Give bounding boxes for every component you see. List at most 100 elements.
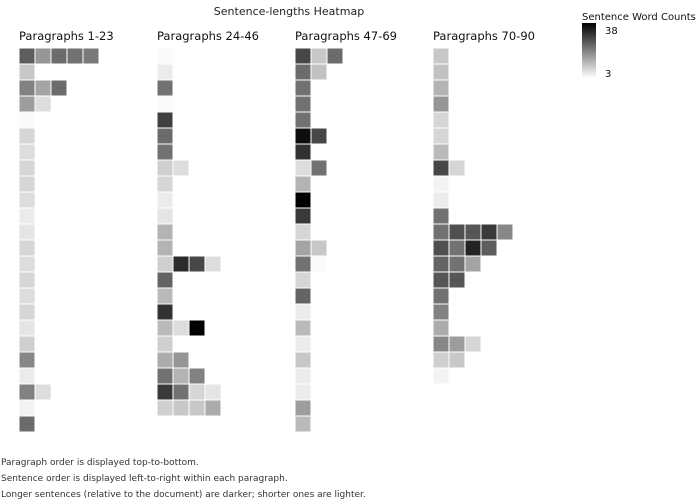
sentence-cell: [432, 127, 450, 145]
footnote-paragraph-order: Paragraph order is displayed top-to-bott…: [1, 458, 199, 468]
sentence-cell: [432, 207, 450, 225]
sentence-cell: [18, 79, 36, 97]
sentence-cell: [18, 143, 36, 161]
sentence-cell: [432, 111, 450, 129]
sentence-cell: [294, 79, 312, 97]
sentence-cell: [310, 255, 328, 273]
sentence-cell: [432, 175, 450, 193]
sentence-cell: [432, 351, 450, 369]
sentence-cell: [464, 255, 482, 273]
sentence-cell: [172, 383, 190, 401]
sentence-cell: [34, 79, 52, 97]
sentence-cell: [18, 271, 36, 289]
sentence-cell: [156, 223, 174, 241]
sentence-cell: [18, 63, 36, 81]
sentence-cell: [294, 367, 312, 385]
sentence-cell: [310, 239, 328, 257]
sentence-cell: [18, 319, 36, 337]
sentence-cell: [82, 47, 100, 65]
sentence-cell: [172, 319, 190, 337]
sentence-cell: [156, 191, 174, 209]
sentence-cell: [432, 287, 450, 305]
sentence-cell: [432, 271, 450, 289]
sentence-cell: [18, 287, 36, 305]
sentence-cell: [156, 319, 174, 337]
sentence-cell: [34, 383, 52, 401]
legend-max-label: 38: [605, 26, 618, 37]
sentence-cell: [34, 47, 52, 65]
sentence-cell: [18, 47, 36, 65]
sentence-cell: [294, 335, 312, 353]
sentence-cell: [464, 335, 482, 353]
sentence-cell: [294, 175, 312, 193]
sentence-cell: [432, 319, 450, 337]
sentence-cell: [156, 95, 174, 113]
sentence-cell: [432, 191, 450, 209]
sentence-cell: [18, 399, 36, 417]
sentence-cell: [432, 47, 450, 65]
sentence-cell: [432, 303, 450, 321]
sentence-cell: [156, 159, 174, 177]
group-title: Paragraphs 47-69: [295, 29, 397, 43]
legend-title: Sentence Word Counts: [582, 12, 696, 23]
legend-gradient-bar: [582, 23, 596, 78]
sentence-cell: [18, 351, 36, 369]
sentence-cell: [156, 79, 174, 97]
sentence-cell: [294, 47, 312, 65]
sentence-cell: [172, 255, 190, 273]
sentence-cell: [448, 223, 466, 241]
sentence-cell: [294, 191, 312, 209]
sentence-cell: [294, 255, 312, 273]
sentence-cell: [18, 383, 36, 401]
sentence-cell: [18, 95, 36, 113]
sentence-cell: [294, 239, 312, 257]
sentence-cell: [18, 415, 36, 433]
sentence-cell: [294, 415, 312, 433]
sentence-cell: [480, 223, 498, 241]
sentence-cell: [448, 255, 466, 273]
footnote-color-meaning: Longer sentences (relative to the docume…: [1, 490, 366, 500]
group-title: Paragraphs 70-90: [433, 29, 535, 43]
color-legend: Sentence Word Counts 38 3: [582, 12, 696, 80]
paragraph-group: Paragraphs 47-69: [294, 29, 397, 433]
sentence-cell: [34, 95, 52, 113]
sentence-cell: [294, 303, 312, 321]
sentence-cell: [294, 127, 312, 145]
sentence-cell: [294, 287, 312, 305]
footnotes: Paragraph order is displayed top-to-bott…: [1, 455, 366, 503]
sentence-cell: [156, 47, 174, 65]
sentence-cell: [156, 207, 174, 225]
sentence-cell: [464, 239, 482, 257]
paragraph-group: Paragraphs 24-46: [156, 29, 259, 417]
sentence-cell: [66, 47, 84, 65]
sentence-cell: [432, 223, 450, 241]
sentence-cell: [188, 255, 206, 273]
sentence-cell: [18, 239, 36, 257]
group-title: Paragraphs 24-46: [157, 29, 259, 43]
sentence-cell: [432, 63, 450, 81]
sentence-cell: [294, 271, 312, 289]
sentence-cell: [310, 159, 328, 177]
sentence-cell: [464, 223, 482, 241]
sentence-cell: [294, 63, 312, 81]
sentence-cell: [156, 383, 174, 401]
sentence-cell: [18, 111, 36, 129]
heatmap-groups: Paragraphs 1-23 Paragraphs 24-46 Paragraph…: [18, 29, 535, 433]
sentence-cell: [432, 159, 450, 177]
group-title: Paragraphs 1-23: [19, 29, 114, 43]
sentence-cell: [294, 223, 312, 241]
sentence-cell: [18, 367, 36, 385]
sentence-cell: [188, 399, 206, 417]
sentence-cell: [50, 47, 68, 65]
sentence-cell: [294, 383, 312, 401]
sentence-cell: [310, 127, 328, 145]
sentence-cell: [294, 319, 312, 337]
sentence-cell: [432, 335, 450, 353]
sentence-cell: [156, 63, 174, 81]
sentence-cell: [156, 351, 174, 369]
sentence-cell: [18, 335, 36, 353]
sentence-cell: [432, 95, 450, 113]
sentence-cell: [156, 399, 174, 417]
paragraph-group: Paragraphs 70-90: [432, 29, 535, 385]
